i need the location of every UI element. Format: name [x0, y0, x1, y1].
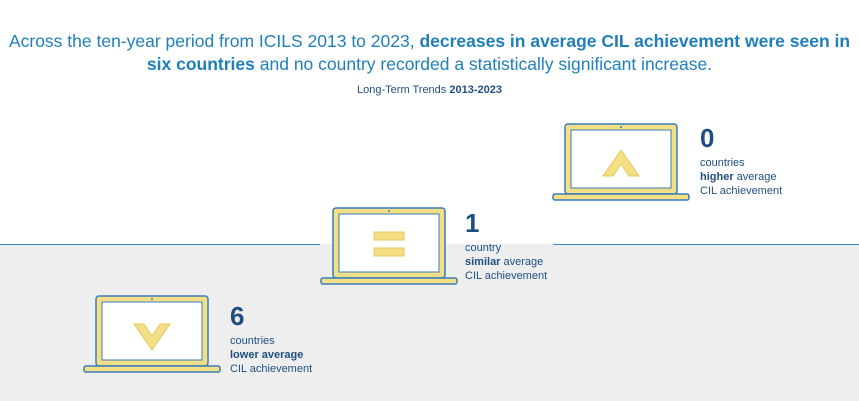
laptop-similar-icon: [320, 207, 458, 285]
headline-text: Across the ten-year period from ICILS 20…: [8, 31, 420, 51]
laptop-lower-icon: [83, 295, 221, 373]
stat-description: country similar average CIL achievement: [465, 242, 548, 282]
subtitle-years: 2013-2023: [449, 84, 502, 96]
headline-text-end: and no country recorded a statistically …: [254, 54, 713, 74]
equals-icon: [373, 231, 405, 257]
stat-count: 6: [230, 301, 245, 331]
subtitle: Long-Term Trends 2013-2023: [0, 84, 859, 96]
divider-line-left: [0, 244, 320, 245]
headline: Across the ten-year period from ICILS 20…: [0, 30, 859, 76]
stat-lower: 6 countries lower average CIL achievemen…: [230, 302, 312, 376]
stat-description: countries higher average CIL achievement: [700, 157, 783, 197]
subtitle-label: Long-Term Trends: [357, 84, 450, 96]
arrow-up-icon: [602, 149, 640, 177]
arrow-down-icon: [133, 323, 171, 351]
stat-count: 1: [465, 208, 480, 238]
laptop-higher-icon: [552, 123, 690, 201]
stat-higher: 0 countries higher average CIL achieveme…: [700, 124, 782, 198]
stat-count: 0: [700, 123, 715, 153]
stat-similar: 1 country similar average CIL achievemen…: [465, 209, 547, 283]
divider-line-right: [553, 244, 859, 245]
stat-description: countries lower average CIL achievement: [230, 335, 313, 375]
headline-bold-text: decreases in average CIL achievement wer…: [146, 31, 851, 74]
